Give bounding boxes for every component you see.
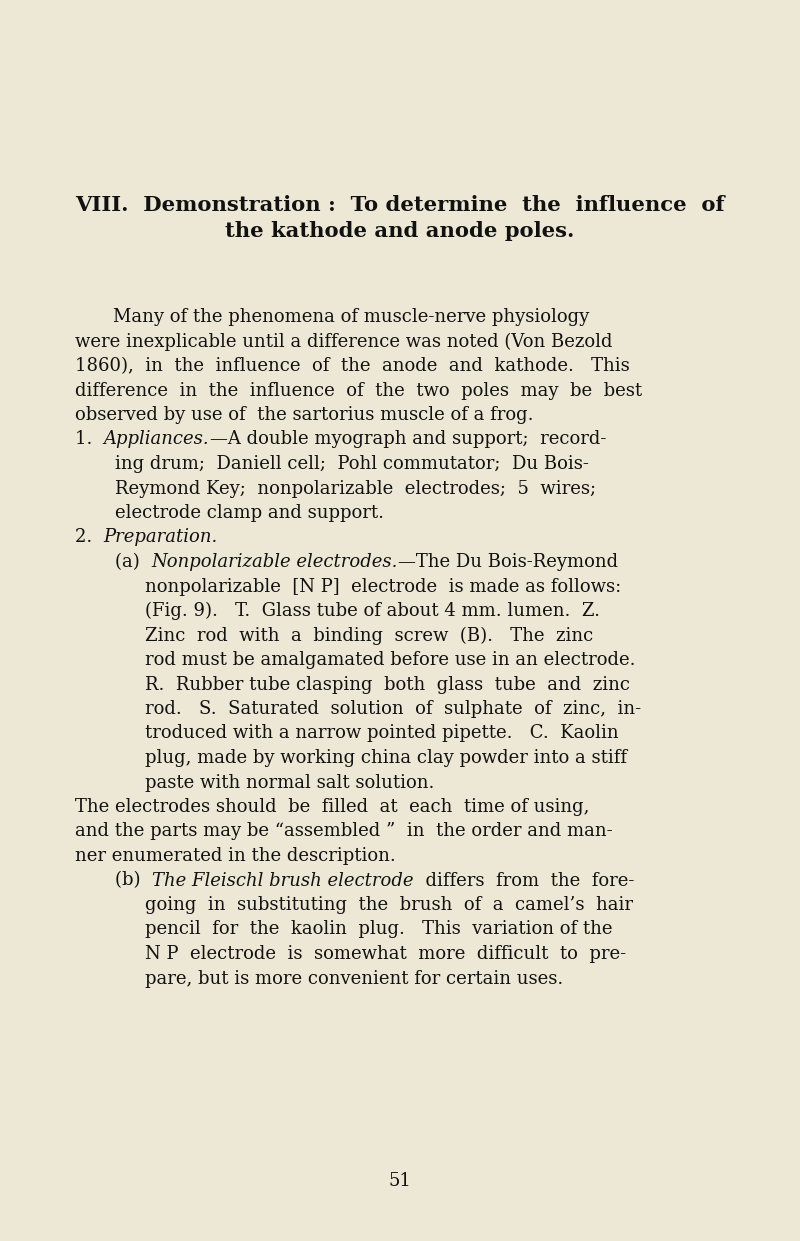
Text: ner enumerated in the description.: ner enumerated in the description.: [75, 848, 396, 865]
Text: —A double myograph and support;  record-: —A double myograph and support; record-: [210, 431, 606, 448]
Text: difference  in  the  influence  of  the  two  poles  may  be  best: difference in the influence of the two p…: [75, 381, 642, 400]
Text: R.  Rubber tube clasping  both  glass  tube  and  zinc: R. Rubber tube clasping both glass tube …: [145, 675, 630, 694]
Text: 1.: 1.: [75, 431, 104, 448]
Text: differs  from  the  fore-: differs from the fore-: [414, 871, 634, 890]
Text: The electrodes should  be  filled  at  each  time of using,: The electrodes should be filled at each …: [75, 798, 590, 817]
Text: Reymond Key;  nonpolarizable  electrodes;  5  wires;: Reymond Key; nonpolarizable electrodes; …: [115, 479, 596, 498]
Text: electrode clamp and support.: electrode clamp and support.: [115, 504, 384, 522]
Text: (Fig. 9).   T.  Glass tube of about 4 mm. lumen.  Z.: (Fig. 9). T. Glass tube of about 4 mm. l…: [145, 602, 600, 620]
Text: VIII.  Demonstration :  To determine  the  influence  of: VIII. Demonstration : To determine the i…: [75, 195, 725, 215]
Text: rod.   S.  Saturated  solution  of  sulphate  of  zinc,  in-: rod. S. Saturated solution of sulphate o…: [145, 700, 641, 719]
Text: the kathode and anode poles.: the kathode and anode poles.: [226, 221, 574, 241]
Text: (b): (b): [115, 871, 152, 890]
Text: plug, made by working china clay powder into a stiff: plug, made by working china clay powder …: [145, 750, 627, 767]
Text: troduced with a narrow pointed pipette.   C.  Kaolin: troduced with a narrow pointed pipette. …: [145, 725, 618, 742]
Text: nonpolarizable  [N P]  electrode  is made as follows:: nonpolarizable [N P] electrode is made a…: [145, 577, 622, 596]
Text: Nonpolarizable electrodes.: Nonpolarizable electrodes.: [151, 553, 398, 571]
Text: Appliances.: Appliances.: [104, 431, 210, 448]
Text: Preparation.: Preparation.: [104, 529, 218, 546]
Text: 2.: 2.: [75, 529, 104, 546]
Text: The Fleischl brush electrode: The Fleischl brush electrode: [152, 871, 414, 890]
Text: N P  electrode  is  somewhat  more  difficult  to  pre-: N P electrode is somewhat more difficult…: [145, 944, 626, 963]
Text: 51: 51: [389, 1172, 411, 1190]
Text: pencil  for  the  kaolin  plug.   This  variation of the: pencil for the kaolin plug. This variati…: [145, 921, 613, 938]
Text: rod must be amalgamated before use in an electrode.: rod must be amalgamated before use in an…: [145, 652, 635, 669]
Text: pare, but is more convenient for certain uses.: pare, but is more convenient for certain…: [145, 969, 563, 988]
Text: paste with normal salt solution.: paste with normal salt solution.: [145, 773, 434, 792]
Text: 1860),  in  the  influence  of  the  anode  and  kathode.   This: 1860), in the influence of the anode and…: [75, 357, 630, 375]
Text: going  in  substituting  the  brush  of  a  camel’s  hair: going in substituting the brush of a cam…: [145, 896, 633, 915]
Text: were inexplicable until a difference was noted (Von Bezold: were inexplicable until a difference was…: [75, 333, 613, 351]
Text: —The Du Bois-Reymond: —The Du Bois-Reymond: [398, 553, 618, 571]
Text: (a): (a): [115, 553, 151, 571]
Text: ing drum;  Daniell cell;  Pohl commutator;  Du Bois-: ing drum; Daniell cell; Pohl commutator;…: [115, 455, 589, 473]
Text: Zinc  rod  with  a  binding  screw  (B).   The  zinc: Zinc rod with a binding screw (B). The z…: [145, 627, 594, 645]
Text: Many of the phenomena of muscle-nerve physiology: Many of the phenomena of muscle-nerve ph…: [113, 308, 590, 326]
Text: and the parts may be “assembled ”  in  the order and man-: and the parts may be “assembled ” in the…: [75, 823, 613, 840]
Text: observed by use of  the sartorius muscle of a frog.: observed by use of the sartorius muscle …: [75, 406, 534, 424]
